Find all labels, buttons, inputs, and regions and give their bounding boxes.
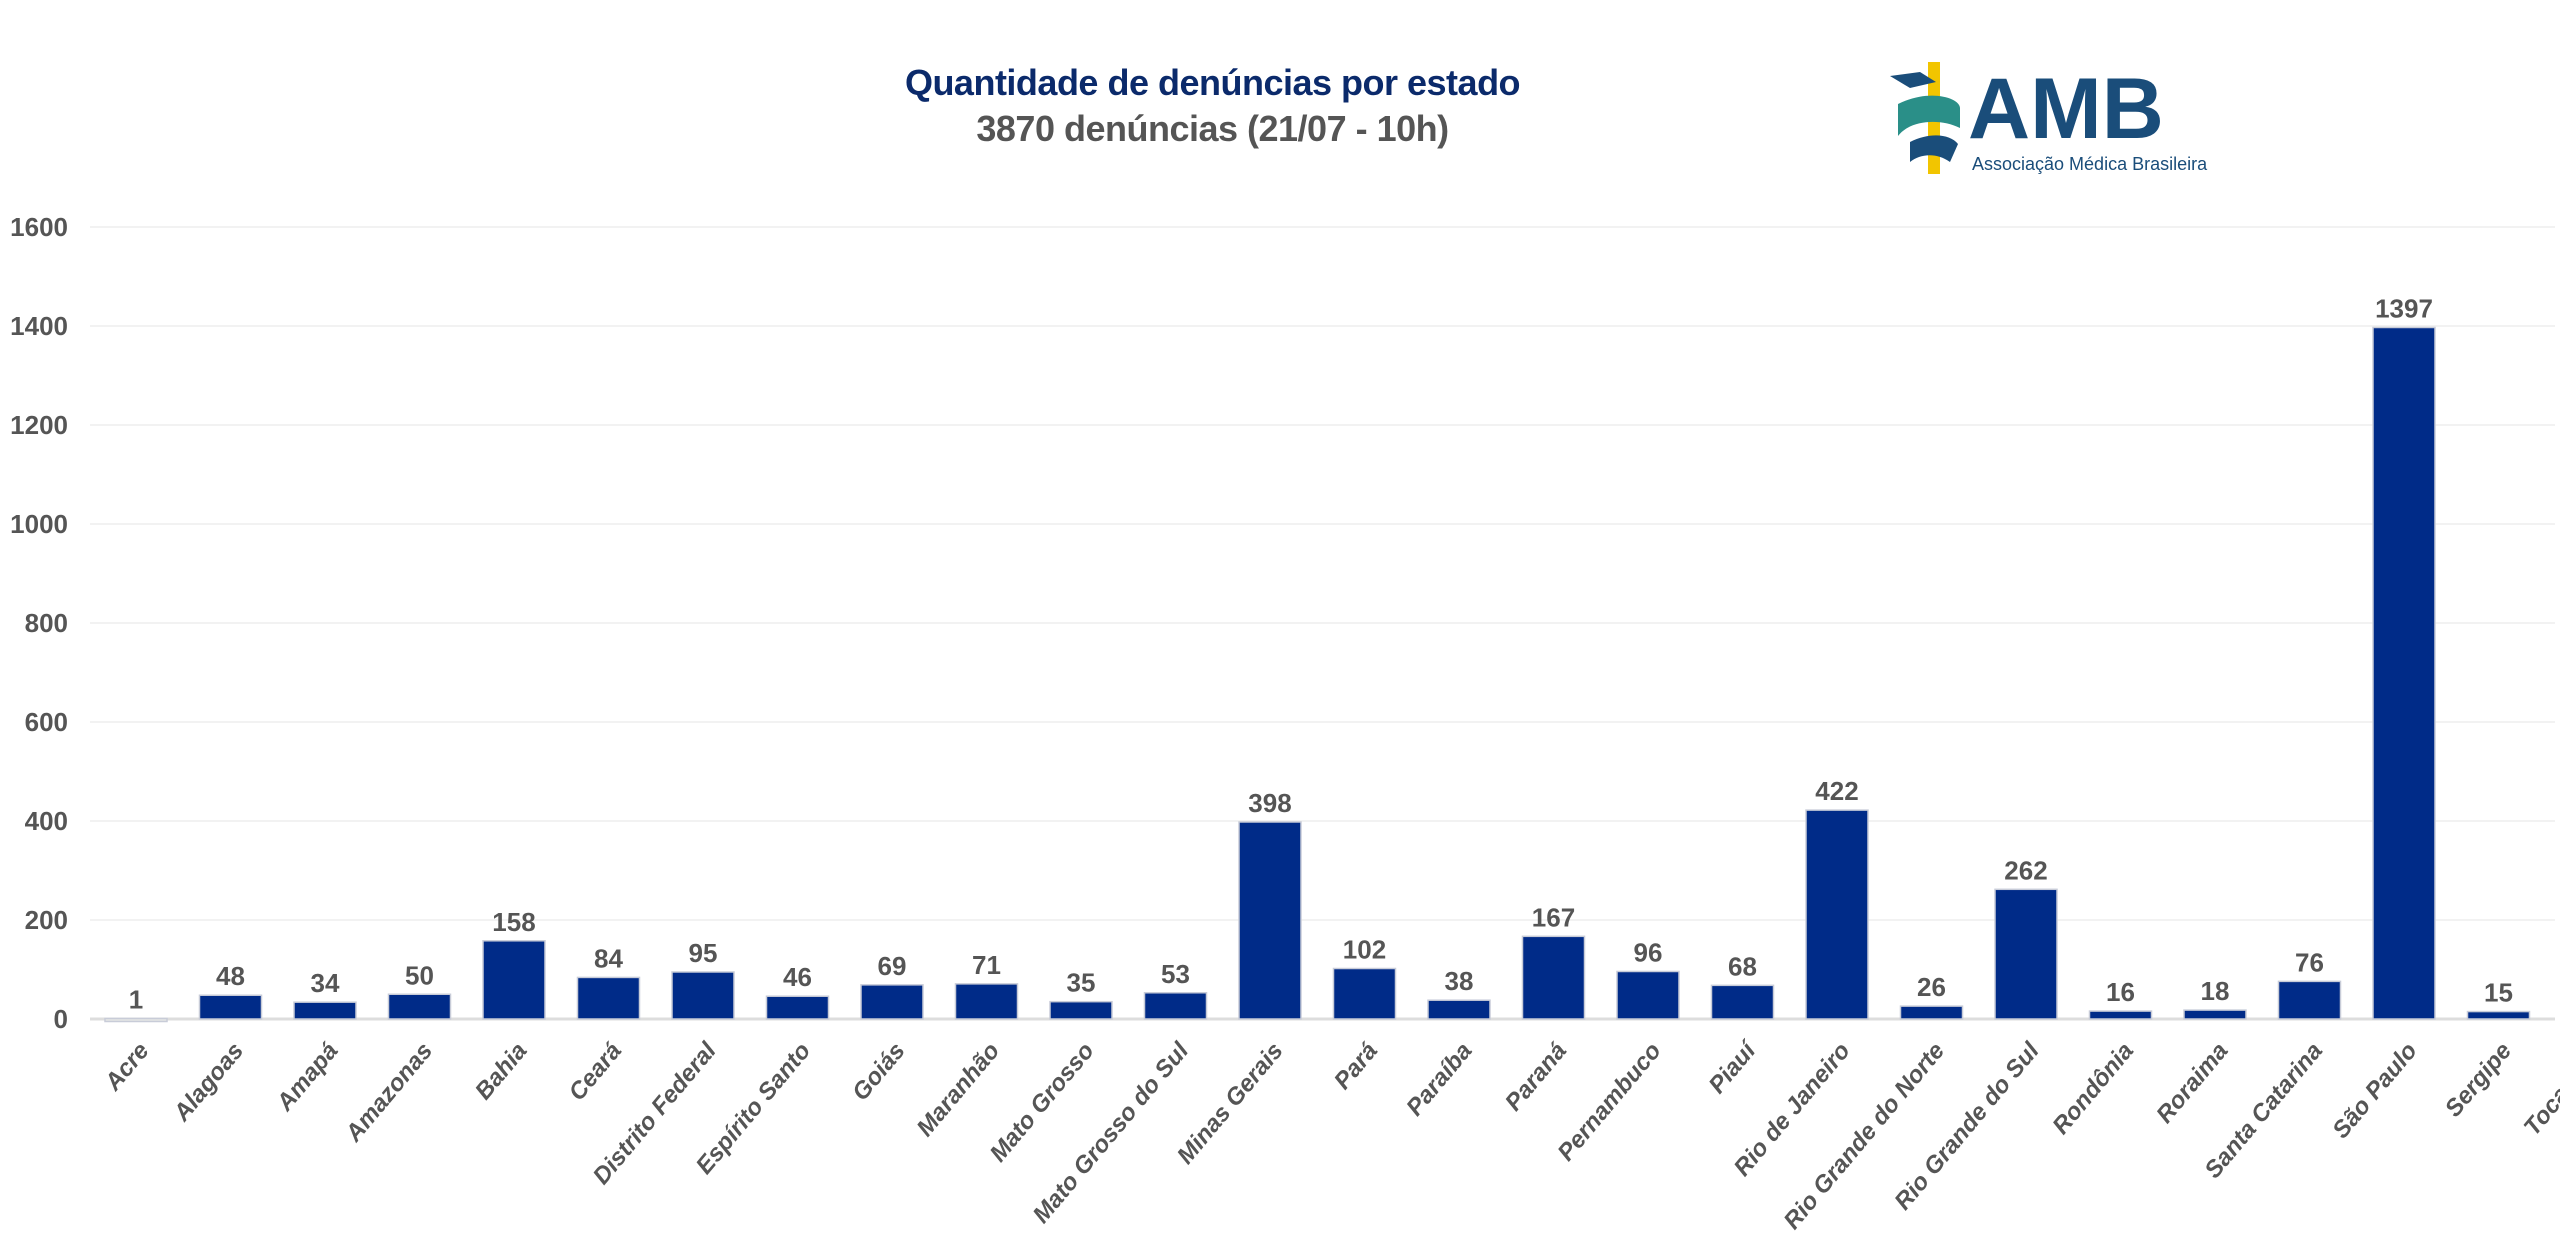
y-tick-label: 0 [54, 1004, 68, 1034]
bar [1616, 970, 1680, 1020]
data-label: 48 [216, 961, 245, 991]
x-tick-label: Maranhão [912, 1038, 1006, 1142]
x-tick-label: Sergipe [2440, 1038, 2517, 1123]
data-label: 35 [1067, 968, 1096, 998]
y-tick-label: 1400 [10, 311, 68, 341]
svg-text:AMB: AMB [1968, 61, 2164, 157]
y-tick-label: 1000 [10, 509, 68, 539]
bar [1710, 984, 1775, 1020]
x-tick-label: Goiás [847, 1038, 911, 1106]
svg-text:Associação Médica Brasileira: Associação Médica Brasileira [1972, 154, 2208, 174]
bar [2277, 980, 2342, 1020]
data-label: 1 [129, 985, 143, 1015]
x-tick-label: Acre [99, 1038, 155, 1097]
data-label: 1397 [2375, 293, 2433, 323]
data-label: 102 [1343, 935, 1386, 965]
x-tick-label: Rondônia [2047, 1038, 2139, 1140]
data-label: 422 [1815, 776, 1858, 806]
x-tick-label: Pará [1329, 1038, 1383, 1095]
bar [104, 1017, 168, 1023]
x-tick-label: Paraíba [1401, 1038, 1477, 1122]
bar [482, 940, 546, 1020]
x-tick-label: Bahia [470, 1038, 533, 1105]
chart-subtitle: 3870 denúncias (21/07 - 10h) [976, 108, 1449, 149]
data-label: 50 [405, 960, 434, 990]
bar [2183, 1009, 2247, 1020]
x-tick-label: Amapá [271, 1038, 344, 1117]
x-tick-label: Roraima [2151, 1038, 2233, 1129]
data-label: 16 [2106, 977, 2135, 1007]
data-label: 167 [1532, 902, 1575, 932]
data-label: 68 [1728, 951, 1757, 981]
data-label: 26 [1917, 972, 1946, 1002]
y-tick-label: 200 [25, 905, 68, 935]
bar [1238, 821, 1302, 1020]
data-label: 398 [1248, 788, 1291, 818]
bar [1521, 935, 1586, 1020]
bar [671, 971, 735, 1020]
data-label: 38 [1445, 966, 1474, 996]
bar [1332, 967, 1397, 1020]
data-label: 76 [2295, 947, 2324, 977]
data-label: 53 [1161, 959, 1190, 989]
chart-title: Quantidade de denúncias por estado [904, 62, 1521, 103]
y-tick-label: 400 [25, 806, 68, 836]
bar [1049, 1000, 1113, 1020]
bar [1994, 888, 2058, 1020]
bar [2466, 1010, 2531, 1020]
bar [1427, 999, 1491, 1020]
bar [1805, 809, 1869, 1020]
bar [2088, 1010, 2153, 1020]
data-label: 95 [689, 938, 718, 968]
x-tick-label: Mato Grosso do Sul [1028, 1036, 1195, 1228]
bar [765, 995, 830, 1020]
bar [198, 994, 263, 1020]
data-label: 46 [783, 962, 812, 992]
data-label: 262 [2004, 855, 2047, 885]
data-label: 69 [878, 951, 907, 981]
x-tick-label: Ceará [564, 1038, 628, 1106]
bar [860, 984, 924, 1020]
x-tick-label: São Paulo [2327, 1038, 2422, 1144]
x-tick-label: Rio Grande do Norte [1779, 1038, 1951, 1235]
data-label: 84 [594, 943, 623, 973]
y-tick-label: 1600 [10, 212, 68, 242]
x-tick-label: Alagoas [168, 1038, 249, 1128]
y-tick-label: 800 [25, 608, 68, 638]
bar [293, 1001, 357, 1020]
y-tick-label: 600 [25, 707, 68, 737]
data-label: 15 [2484, 978, 2513, 1008]
x-tick-label: Paraná [1500, 1038, 1572, 1117]
bar [387, 993, 452, 1020]
x-tick-label: Piauí [1704, 1035, 1764, 1099]
data-label: 96 [1634, 937, 1663, 967]
bar [2372, 326, 2436, 1020]
data-label: 158 [492, 907, 535, 937]
bar [1899, 1005, 1964, 1020]
x-tick-label: Tocantins [2519, 1038, 2560, 1141]
y-tick-label: 1200 [10, 410, 68, 440]
bar [954, 983, 1019, 1020]
bar [1143, 992, 1208, 1020]
amb-logo: AMB Associação Médica Brasileira [1890, 61, 2208, 174]
bar [576, 976, 641, 1020]
x-tick-label: Amazonas [340, 1038, 438, 1148]
data-label: 71 [972, 950, 1001, 980]
data-label: 18 [2201, 976, 2230, 1006]
data-label: 34 [311, 968, 340, 998]
